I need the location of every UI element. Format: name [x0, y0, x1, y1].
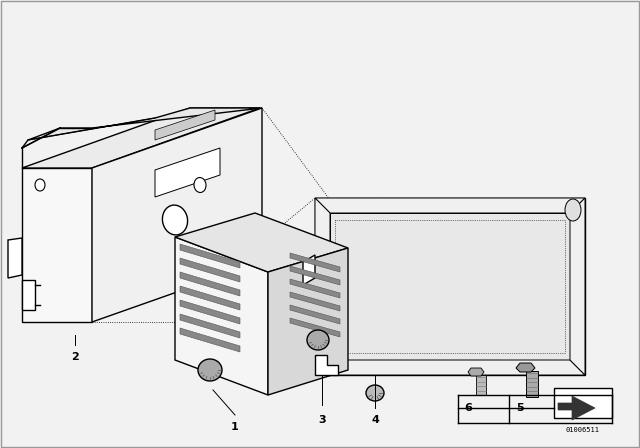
Text: 6: 6	[464, 403, 472, 413]
Ellipse shape	[194, 177, 206, 193]
Text: 01006511: 01006511	[566, 427, 600, 433]
Ellipse shape	[35, 179, 45, 191]
Polygon shape	[22, 168, 92, 322]
Ellipse shape	[366, 385, 384, 401]
Polygon shape	[28, 108, 262, 140]
Ellipse shape	[163, 205, 188, 235]
Polygon shape	[303, 255, 315, 285]
Polygon shape	[180, 244, 240, 268]
Polygon shape	[22, 108, 260, 168]
Polygon shape	[155, 148, 220, 197]
Text: 2: 2	[71, 352, 79, 362]
Ellipse shape	[565, 199, 581, 221]
Polygon shape	[290, 292, 340, 311]
Polygon shape	[180, 314, 240, 338]
Polygon shape	[175, 213, 348, 272]
Polygon shape	[476, 375, 486, 395]
Polygon shape	[180, 328, 240, 352]
Polygon shape	[558, 396, 595, 420]
Text: 5: 5	[516, 403, 524, 413]
Polygon shape	[526, 371, 538, 397]
Polygon shape	[315, 360, 585, 375]
Polygon shape	[180, 258, 240, 282]
Polygon shape	[155, 110, 215, 140]
Polygon shape	[175, 237, 268, 395]
Ellipse shape	[307, 330, 329, 350]
Ellipse shape	[198, 359, 222, 381]
Text: 4: 4	[371, 415, 379, 425]
Polygon shape	[92, 108, 262, 322]
Polygon shape	[290, 318, 340, 337]
Polygon shape	[315, 355, 338, 375]
Polygon shape	[330, 213, 570, 360]
Text: 3: 3	[318, 415, 326, 425]
Polygon shape	[315, 198, 585, 375]
Polygon shape	[554, 388, 612, 418]
Polygon shape	[290, 279, 340, 298]
Polygon shape	[516, 363, 535, 372]
Polygon shape	[22, 280, 35, 310]
Polygon shape	[180, 300, 240, 324]
Text: 1: 1	[231, 422, 239, 432]
Polygon shape	[268, 248, 348, 395]
Polygon shape	[290, 253, 340, 272]
Polygon shape	[290, 305, 340, 324]
Polygon shape	[315, 198, 330, 375]
Polygon shape	[290, 266, 340, 285]
Polygon shape	[570, 198, 585, 375]
Polygon shape	[8, 238, 22, 278]
Polygon shape	[468, 368, 484, 376]
Polygon shape	[180, 272, 240, 296]
Polygon shape	[315, 198, 585, 213]
Polygon shape	[180, 286, 240, 310]
